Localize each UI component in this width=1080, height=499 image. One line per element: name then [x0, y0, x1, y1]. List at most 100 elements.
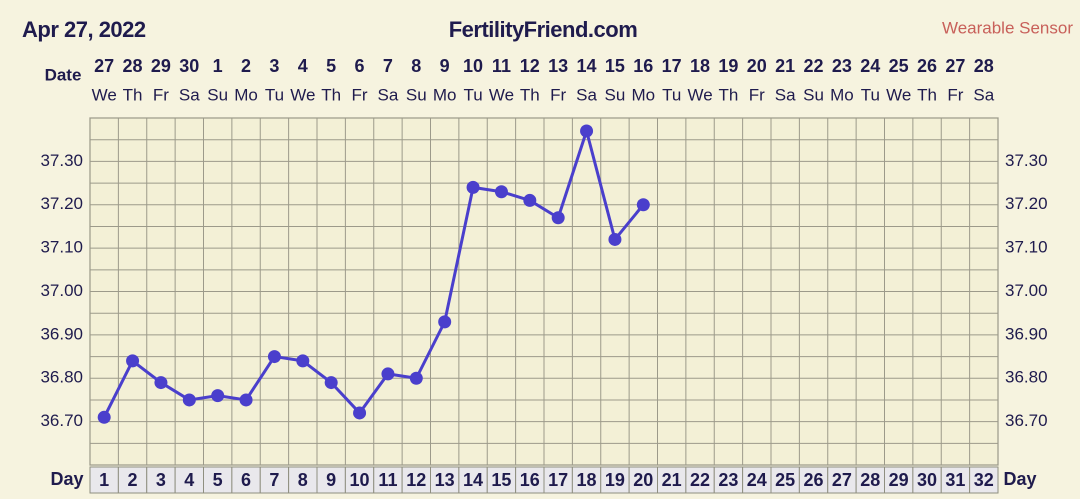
date-label: 9: [440, 56, 450, 76]
weekday-label: Fr: [153, 85, 169, 104]
y-tick-label: 36.70: [40, 411, 83, 430]
x-tick-label: 13: [435, 470, 455, 490]
point: [580, 124, 594, 138]
x-tick-label: 29: [889, 470, 909, 490]
x-tick-label: 9: [326, 470, 336, 490]
day-cell: [344, 466, 375, 494]
x-tick-label: 26: [804, 470, 824, 490]
day-cell: [89, 466, 119, 494]
date-label: 13: [548, 56, 568, 76]
date-label: 1: [213, 56, 223, 76]
x-tick-label: 7: [269, 470, 279, 490]
y2-tick-label: 37.00: [1005, 281, 1048, 300]
x-tick-label: 24: [747, 470, 767, 490]
chart-subtitle: Wearable Sensor: [942, 18, 1073, 37]
date-label: 16: [633, 56, 653, 76]
x-tick-label: 32: [974, 470, 994, 490]
weekday-label: We: [489, 85, 514, 104]
y2-tick-label: 37.20: [1005, 194, 1048, 213]
date-label: 2: [241, 56, 251, 76]
day-cell: [373, 466, 403, 494]
point: [267, 350, 281, 364]
date-label: 10: [463, 56, 483, 76]
date-label: 6: [355, 56, 365, 76]
date-label: 25: [889, 56, 909, 76]
chart-title: FertilityFriend.com: [449, 17, 638, 42]
day-cell: [600, 466, 630, 494]
x-tick-label: 27: [832, 470, 852, 490]
weekday-label: Tu: [463, 85, 482, 104]
x-tick-label: 4: [184, 470, 194, 490]
weekday-label: We: [290, 85, 315, 104]
point: [551, 211, 565, 225]
point: [409, 371, 423, 385]
x-tick-label: 23: [718, 470, 738, 490]
weekday-label: Fr: [352, 85, 368, 104]
y2-tick-label: 37.10: [1005, 238, 1048, 257]
weekday-label: Tu: [861, 85, 880, 104]
x-tick-label: 19: [605, 470, 625, 490]
point: [296, 354, 310, 368]
weekday-label: Sa: [775, 85, 796, 104]
weekday-label: Th: [917, 85, 937, 104]
y2-tick-label: 36.80: [1005, 368, 1048, 387]
date-label: 12: [520, 56, 540, 76]
date-label: 4: [298, 56, 308, 76]
x-tick-label: 15: [491, 470, 511, 490]
weekday-label: Su: [605, 85, 626, 104]
day-cell: [742, 466, 772, 494]
date-label: 23: [832, 56, 852, 76]
date-label: 24: [860, 56, 880, 76]
x-tick-label: 22: [690, 470, 710, 490]
day-cell: [486, 466, 517, 494]
weekday-label: Sa: [576, 85, 597, 104]
date-label: 18: [690, 56, 710, 76]
date-label: 28: [123, 56, 143, 76]
weekday-label: Mo: [433, 85, 457, 104]
day-label: Day: [50, 469, 83, 489]
day-cell: [231, 466, 261, 494]
date-label: 20: [747, 56, 767, 76]
point: [466, 180, 480, 194]
day-cell: [146, 466, 176, 494]
date-label: 30: [179, 56, 199, 76]
weekday-label: Su: [406, 85, 427, 104]
date-label: 26: [917, 56, 937, 76]
point: [126, 354, 140, 368]
y-tick-label: 36.80: [40, 368, 83, 387]
date-label: 7: [383, 56, 393, 76]
point: [608, 232, 622, 246]
day-cell: [515, 466, 545, 494]
x-tick-label: 10: [350, 470, 370, 490]
y2-tick-label: 37.30: [1005, 151, 1048, 170]
x-tick-label: 11: [378, 470, 397, 490]
x-tick-label: 8: [298, 470, 308, 490]
y-tick-label: 37.20: [40, 194, 83, 213]
x-tick-label: 17: [548, 470, 568, 490]
day-cell: [259, 466, 290, 494]
day-cell: [685, 466, 715, 494]
point: [523, 193, 537, 207]
weekday-label: We: [687, 85, 712, 104]
x-tick-label: 5: [213, 470, 223, 490]
day-cell: [770, 466, 800, 494]
day-cell: [203, 466, 233, 494]
x-tick-label: 30: [917, 470, 937, 490]
date-label: 17: [662, 56, 682, 76]
point: [636, 198, 650, 212]
day-cell: [827, 466, 857, 494]
x-tick-label: 2: [128, 470, 138, 490]
weekday-label: Th: [123, 85, 143, 104]
x-tick-label: 28: [860, 470, 880, 490]
weekday-label: Sa: [179, 85, 200, 104]
x-tick-label: 3: [156, 470, 166, 490]
weekday-label: Su: [207, 85, 228, 104]
x-tick-label: 16: [520, 470, 540, 490]
x-tick-label: 21: [662, 470, 682, 490]
y2-tick-label: 36.90: [1005, 324, 1048, 343]
point: [381, 367, 395, 381]
y-tick-label: 36.90: [40, 324, 83, 343]
weekday-label: Mo: [234, 85, 258, 104]
